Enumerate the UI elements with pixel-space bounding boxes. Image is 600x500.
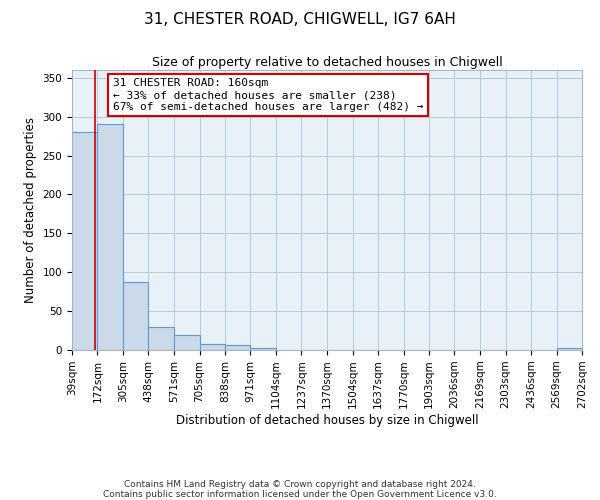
Text: 31 CHESTER ROAD: 160sqm
← 33% of detached houses are smaller (238)
67% of semi-d: 31 CHESTER ROAD: 160sqm ← 33% of detache… <box>113 78 424 112</box>
Text: 31, CHESTER ROAD, CHIGWELL, IG7 6AH: 31, CHESTER ROAD, CHIGWELL, IG7 6AH <box>144 12 456 28</box>
Y-axis label: Number of detached properties: Number of detached properties <box>24 117 37 303</box>
Bar <box>148 326 174 350</box>
Text: Contains HM Land Registry data © Crown copyright and database right 2024.
Contai: Contains HM Land Registry data © Crown c… <box>103 480 497 499</box>
Bar <box>200 344 225 350</box>
Bar <box>72 132 97 350</box>
Bar <box>250 348 276 350</box>
Title: Size of property relative to detached houses in Chigwell: Size of property relative to detached ho… <box>152 56 502 69</box>
X-axis label: Distribution of detached houses by size in Chigwell: Distribution of detached houses by size … <box>176 414 478 427</box>
Bar <box>174 335 200 350</box>
Bar <box>97 124 123 350</box>
Bar <box>123 282 148 350</box>
Bar <box>557 348 582 350</box>
Bar <box>225 346 250 350</box>
